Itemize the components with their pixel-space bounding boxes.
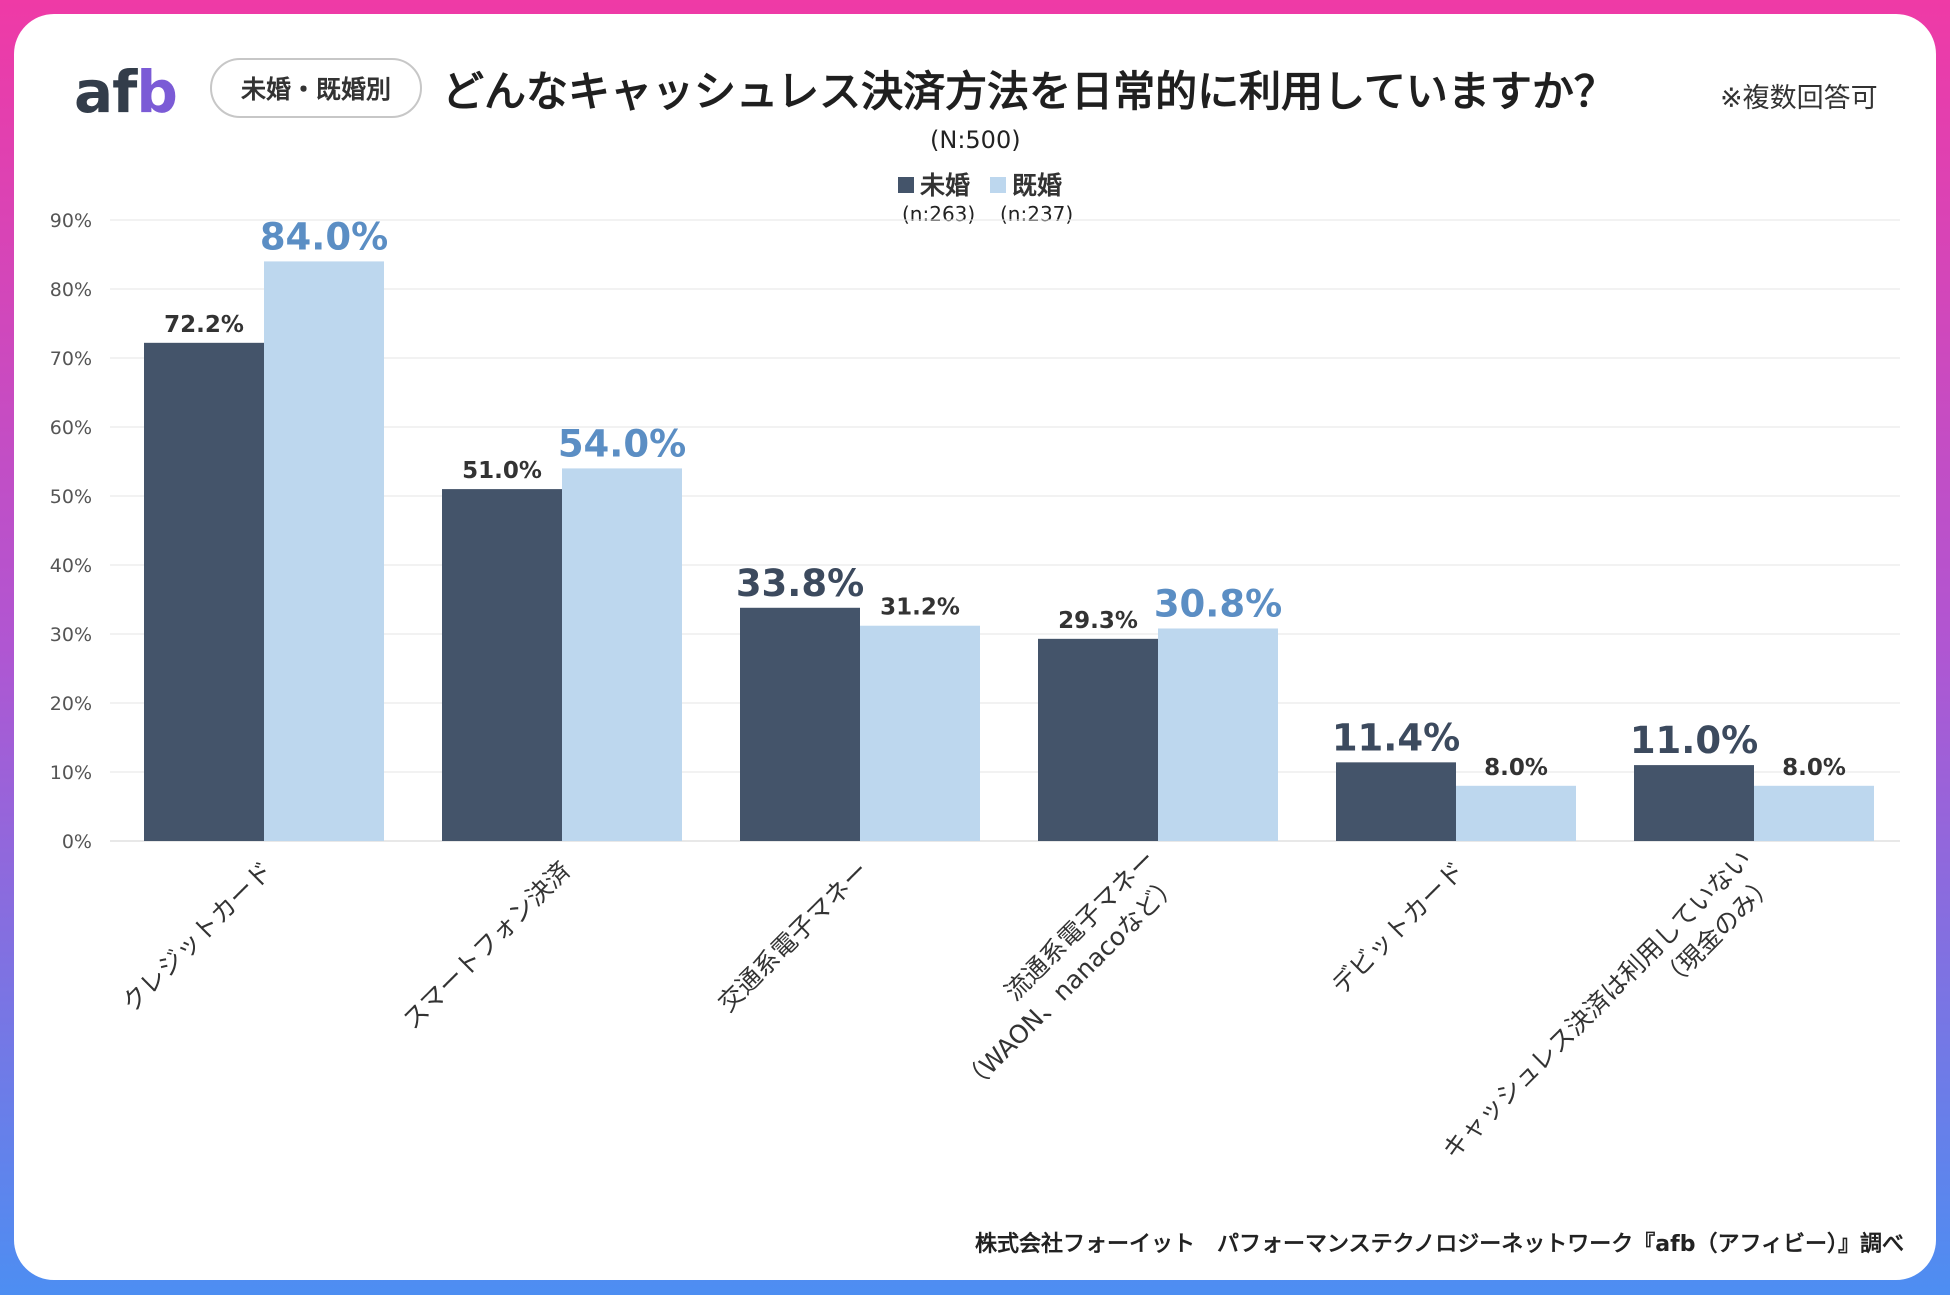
category-label-line: デビットカード	[1326, 856, 1470, 1000]
bar-unmarried	[1038, 638, 1158, 841]
category-label-line: スマートフォン決済	[397, 856, 576, 1035]
data-label: 31.2%	[880, 595, 960, 621]
bar-unmarried	[740, 607, 860, 841]
sample-size: (N:500)	[930, 126, 1021, 154]
afb-logo: afb	[74, 58, 178, 126]
bar-unmarried	[1336, 762, 1456, 841]
chart-title: どんなキャッシュレス決済方法を日常的に利用していますか？	[442, 67, 1616, 116]
bar-unmarried	[144, 342, 264, 841]
legend-unmarried: 未婚	[898, 166, 970, 202]
category-label: 流通系電子マネー（WAON、nanacoなど）	[956, 844, 1185, 1097]
source-credit: 株式会社フォーイット パフォーマンステクノロジーネットワーク『afb（アフィビー…	[975, 1232, 1904, 1257]
category-label-line: キャッシュレス決済は利用していない	[1437, 844, 1757, 1164]
y-tick-label: 30%	[50, 624, 92, 646]
category-label: 交通系電子マネー	[712, 856, 874, 1018]
data-label: 8.0%	[1484, 755, 1548, 781]
bar-married	[860, 625, 980, 841]
data-label: 29.3%	[1058, 608, 1138, 634]
category-label-line: クレジットカード	[116, 856, 278, 1018]
y-tick-label: 90%	[50, 210, 92, 232]
bar-married	[1754, 785, 1874, 841]
legend-swatch-unmarried	[898, 177, 914, 193]
data-label: 33.8%	[736, 562, 864, 605]
bar-married	[1456, 785, 1576, 841]
segment-tag: 未婚・既婚別	[210, 58, 422, 118]
y-tick-label: 60%	[50, 417, 92, 439]
data-label: 30.8%	[1154, 582, 1282, 625]
bar-unmarried	[1634, 765, 1754, 841]
data-label: 11.4%	[1332, 716, 1460, 759]
multiple-answer-note: ※複数回答可	[1720, 83, 1878, 114]
category-label: デビットカード	[1326, 856, 1470, 1000]
category-label-line: （WAON、nanacoなど）	[956, 868, 1185, 1097]
y-tick-label: 10%	[50, 762, 92, 784]
legend-swatch-married	[990, 177, 1006, 193]
bar-married	[264, 261, 384, 841]
legend-married: 既婚	[990, 166, 1062, 202]
legend-n-married: (n:237)	[1000, 202, 1074, 226]
category-label-line: 交通系電子マネー	[712, 856, 874, 1018]
bar-married	[562, 468, 682, 841]
category-label: クレジットカード	[116, 856, 278, 1018]
data-label: 72.2%	[164, 312, 244, 338]
bar-married	[1158, 628, 1278, 841]
y-tick-label: 20%	[50, 693, 92, 715]
category-label: キャッシュレス決済は利用していない（現金のみ）	[1437, 844, 1781, 1164]
legend-n-unmarried: (n:263)	[902, 202, 976, 226]
y-tick-label: 40%	[50, 555, 92, 577]
category-label: スマートフォン決済	[397, 856, 576, 1035]
y-tick-label: 70%	[50, 348, 92, 370]
data-label: 11.0%	[1630, 719, 1758, 762]
y-tick-label: 50%	[50, 486, 92, 508]
data-label: 54.0%	[558, 422, 686, 465]
bar-unmarried	[442, 489, 562, 841]
y-tick-label: 0%	[62, 831, 92, 853]
data-label: 84.0%	[260, 215, 388, 258]
data-label: 8.0%	[1782, 755, 1846, 781]
data-label: 51.0%	[462, 458, 542, 484]
y-tick-label: 80%	[50, 279, 92, 301]
